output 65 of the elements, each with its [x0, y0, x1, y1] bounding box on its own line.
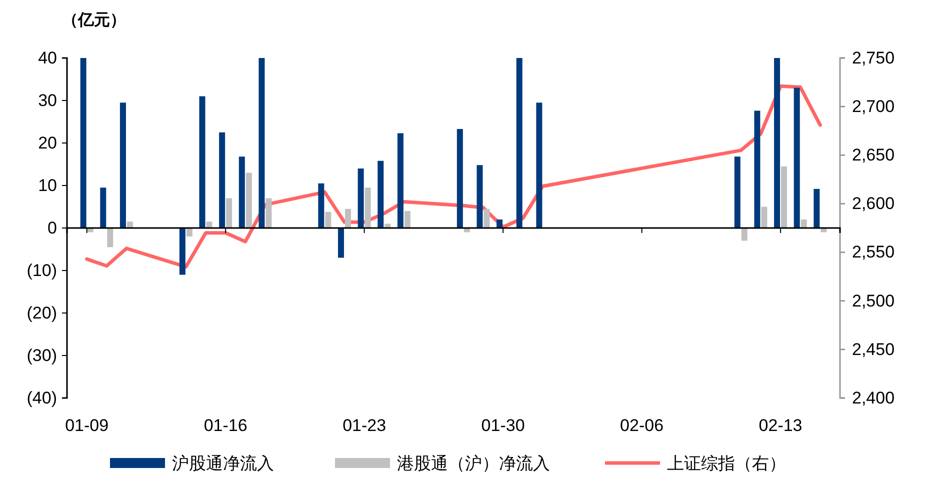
bar — [199, 96, 206, 228]
bar — [120, 102, 126, 228]
y-tick-label: (20) — [26, 303, 57, 322]
bar — [80, 58, 86, 228]
bar — [364, 188, 371, 228]
bar — [100, 188, 106, 228]
bar — [219, 132, 226, 228]
bar — [266, 198, 272, 228]
bar — [754, 110, 760, 228]
x-tick-label: 01-16 — [204, 416, 248, 435]
y-tick-label: (40) — [26, 388, 57, 408]
bar — [794, 88, 800, 228]
legend-label: 沪股通净流入 — [172, 454, 274, 473]
bar — [344, 208, 351, 228]
bar — [516, 58, 522, 228]
bar — [238, 156, 245, 228]
y2-tick-label: 2,550 — [852, 242, 895, 262]
bar — [107, 228, 114, 248]
y2-tick-label: 2,600 — [852, 194, 895, 214]
bar — [800, 220, 807, 228]
bar — [774, 58, 780, 228]
y-tick-label: (10) — [26, 260, 57, 280]
y2-tick-label: 2,750 — [852, 48, 895, 68]
bar — [484, 208, 490, 228]
y-tick-label: 20 — [38, 133, 57, 152]
bar — [761, 206, 768, 228]
x-tick-label: 01-30 — [481, 416, 525, 435]
y-axis-title: （亿元） — [62, 11, 126, 29]
bar — [318, 183, 324, 228]
x-tick-label: 02-13 — [758, 416, 802, 435]
bar — [338, 228, 344, 258]
y2-tick-label: 2,650 — [852, 146, 895, 165]
y-tick-label: (30) — [26, 346, 57, 365]
y-tick-label: 30 — [38, 90, 57, 110]
bar — [179, 228, 186, 275]
bar — [536, 102, 542, 228]
y-tick-label: 40 — [38, 48, 57, 68]
bar — [126, 222, 133, 228]
bar — [397, 133, 404, 228]
y2-tick-label: 2,700 — [852, 97, 895, 116]
y2-tick-label: 2,400 — [852, 388, 895, 408]
legend-label: 上证综指（右） — [667, 454, 786, 473]
bar — [325, 212, 332, 228]
bar — [476, 165, 483, 228]
x-tick-label: 02-06 — [620, 416, 664, 435]
bar — [206, 222, 212, 228]
x-tick-label: 01-09 — [65, 416, 109, 435]
y2-tick-label: 2,450 — [852, 340, 895, 359]
y-tick-label: 0 — [48, 218, 57, 238]
bar — [741, 228, 748, 241]
bar — [226, 198, 232, 228]
bar — [496, 220, 503, 228]
bar — [781, 166, 788, 228]
y2-tick-label: 2,500 — [852, 291, 895, 310]
bar — [258, 58, 265, 228]
x-tick-label: 01-23 — [342, 416, 386, 435]
y-tick-label: 10 — [38, 176, 57, 195]
bar — [378, 160, 384, 228]
bar — [814, 188, 820, 228]
bar — [404, 211, 410, 228]
bar — [358, 168, 364, 228]
bar — [734, 156, 740, 228]
bar — [456, 128, 463, 228]
bar — [246, 172, 252, 228]
legend-label: 港股通（沪）净流入 — [397, 454, 550, 473]
